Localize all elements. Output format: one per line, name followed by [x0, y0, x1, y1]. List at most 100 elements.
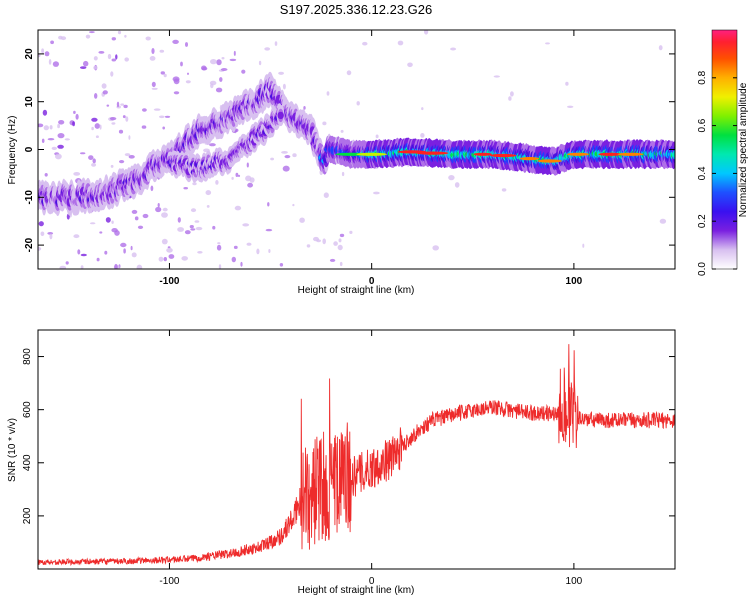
spectrogram-cell — [218, 264, 222, 269]
spectrogram-cell — [237, 174, 241, 177]
spectrogram-cell — [107, 53, 112, 60]
spectrogram-cell — [416, 151, 449, 155]
spectrogram-cell — [278, 71, 284, 75]
spectrogram-cell — [221, 57, 225, 60]
spectrogram-cell — [128, 135, 131, 140]
x-tick-label: -100 — [159, 276, 179, 287]
spectrogram-cell — [565, 81, 569, 86]
spectrogram-cell — [131, 252, 137, 258]
spectrogram-cell — [52, 61, 60, 67]
spectrogram-cell — [375, 134, 379, 139]
spectrogram-cell — [77, 249, 81, 255]
spectrogram-xlabel: Height of straight line (km) — [298, 285, 415, 296]
spectrogram-cell — [190, 208, 197, 213]
spectrogram-cell — [38, 53, 41, 58]
spectrogram-cell — [195, 226, 203, 231]
spectrogram-cell — [163, 257, 167, 262]
spectrogram-cell — [98, 51, 105, 54]
spectrogram-cell — [247, 182, 254, 188]
spectrogram-cell — [567, 105, 574, 109]
spectrogram-cell — [73, 110, 76, 114]
y-tick-label: 400 — [22, 454, 33, 471]
spectrogram-cell — [136, 264, 143, 269]
spectrogram-cell — [59, 265, 67, 269]
spectrogram-cell — [270, 157, 274, 161]
spectrogram-cell — [57, 144, 64, 149]
spectrogram-cell — [567, 152, 589, 156]
spectrogram-cell — [194, 220, 200, 223]
spectrogram-cell — [256, 248, 260, 255]
spectrogram-cell — [397, 40, 404, 46]
spectrogram-cell — [234, 205, 242, 211]
spectrogram-cell — [115, 54, 118, 60]
spectrogram-cell — [73, 234, 80, 239]
spectrogram-cell — [141, 125, 147, 129]
spectrogram-cell — [246, 162, 249, 168]
spectrogram-cell — [159, 49, 165, 53]
snr-panel: -100 0 100 200 400 600 800 Height of straight … — [7, 329, 676, 596]
spectrogram-cell — [89, 31, 95, 34]
colorbar-frame — [711, 29, 738, 270]
spectrogram-cell — [216, 59, 222, 66]
colorbar-ramp — [712, 30, 737, 269]
spectrogram-cell — [88, 155, 94, 161]
spectrogram-cell — [85, 34, 91, 39]
spectrogram-cell — [249, 177, 255, 183]
spectrogram-cell — [49, 125, 53, 130]
spectrogram-cell — [142, 213, 149, 219]
y-tick-label: 10 — [24, 96, 35, 108]
spectrogram-cell — [292, 153, 297, 158]
spectrogram-cell — [164, 115, 171, 118]
spectrogram-cell — [184, 230, 191, 235]
spectrogram-cell — [519, 157, 540, 161]
spectrogram-cell — [501, 188, 507, 192]
spectrogram-cell — [162, 207, 168, 212]
spectrogram-cell — [151, 87, 158, 90]
spectrogram-cell — [537, 159, 562, 163]
spectrogram-cell — [346, 70, 352, 76]
spectrogram-cell — [110, 71, 114, 77]
x-tick-label: 0 — [369, 276, 375, 287]
spectrogram-cell — [183, 187, 188, 190]
spectrogram-cell — [44, 51, 50, 57]
spectrogram-cell — [671, 152, 675, 158]
spectrogram-cell — [149, 56, 156, 61]
spectrogram-cell — [155, 206, 162, 213]
x-tick-label: 0 — [369, 576, 375, 587]
spectrogram-cell — [177, 227, 185, 232]
spectrogram-cell — [163, 73, 167, 78]
spectrogram-cell — [111, 37, 117, 41]
spectrogram-cell — [65, 261, 69, 265]
spectrogram-cell — [220, 68, 228, 71]
spectrogram-cell — [41, 138, 45, 143]
spectrogram-cell — [339, 261, 343, 267]
snr-ticks: -100 0 100 200 400 600 800 — [22, 330, 675, 587]
colorbar-tick-label: 0.2 — [697, 214, 708, 228]
spectrogram-cell — [432, 245, 440, 251]
spectrogram-cell — [181, 256, 188, 261]
spectrogram-cell — [282, 83, 286, 90]
spectrogram-cell — [278, 113, 284, 118]
spectrogram-cell — [172, 39, 179, 45]
spectrogram-cell — [658, 45, 663, 51]
spectrogram-cell — [111, 122, 116, 125]
spectrogram-cell — [80, 152, 86, 155]
spectrogram-cell — [267, 202, 270, 207]
spectrogram-cell — [356, 101, 360, 106]
colorbar-label: Normalized spectral amplitude — [738, 82, 749, 217]
spectrogram-cell — [316, 239, 321, 243]
spectrogram-cell — [292, 203, 295, 207]
spectrogram-cell — [229, 58, 237, 62]
spectrogram-cell — [168, 254, 175, 259]
spectrogram-cell — [258, 60, 262, 66]
spectrogram-cell — [421, 107, 424, 111]
spectrogram-cell — [102, 90, 108, 95]
spectrogram-cell — [131, 209, 138, 214]
spectrogram-cell — [116, 101, 120, 108]
spectrogram-cell — [489, 153, 517, 158]
spectrogram-cell — [105, 217, 111, 223]
spectrogram-cell — [349, 230, 353, 234]
spectrogram-cell — [373, 191, 380, 195]
